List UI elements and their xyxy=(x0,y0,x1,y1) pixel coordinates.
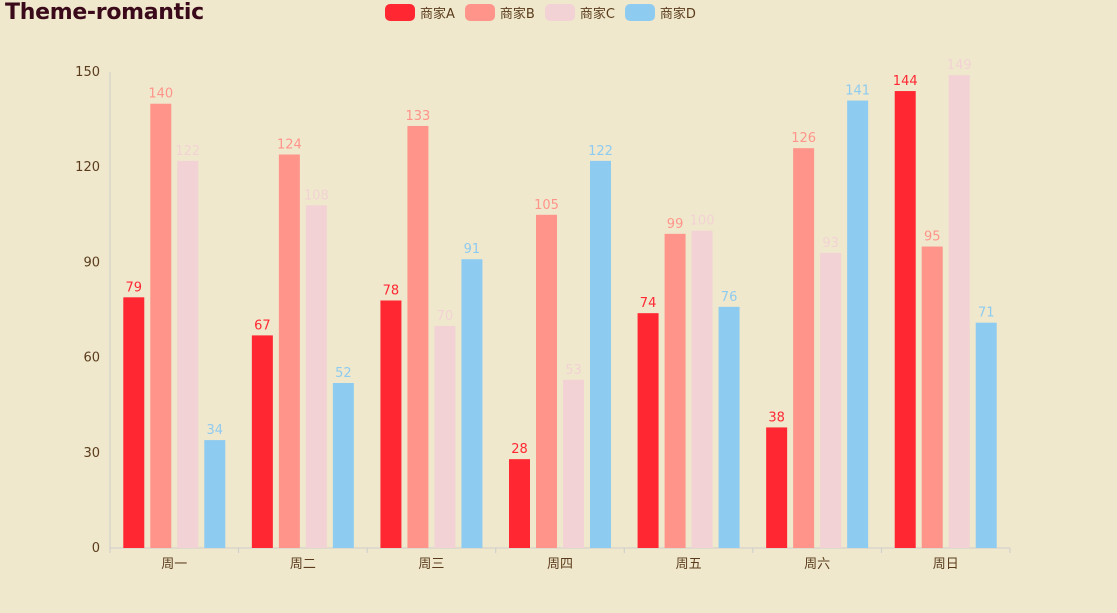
bar xyxy=(177,160,199,548)
x-tick-label: 周六 xyxy=(804,557,830,572)
data-label: 71 xyxy=(978,306,995,321)
bar xyxy=(407,125,429,549)
data-label: 122 xyxy=(175,144,200,159)
bar xyxy=(509,459,530,548)
data-label: 28 xyxy=(511,442,528,457)
bar xyxy=(793,148,815,548)
legend-swatch-series-b xyxy=(464,4,495,21)
data-label: 52 xyxy=(335,366,352,381)
bar xyxy=(766,427,788,548)
legend-swatch-series-c xyxy=(544,4,575,21)
legend-item-series-c[interactable]: 商家C xyxy=(544,3,615,22)
bar xyxy=(691,230,713,548)
data-label: 79 xyxy=(126,280,143,295)
data-label: 53 xyxy=(565,363,582,378)
data-label: 93 xyxy=(822,236,839,251)
data-label: 70 xyxy=(437,309,454,324)
bar xyxy=(921,246,943,549)
x-tick-label: 周五 xyxy=(676,557,702,572)
bar xyxy=(123,297,145,548)
y-tick-label: 0 xyxy=(92,541,100,556)
bar xyxy=(150,103,172,548)
y-tick-label: 60 xyxy=(83,351,100,366)
legend-item-series-d[interactable]: 商家D xyxy=(624,3,696,22)
chart-title: Theme-romantic xyxy=(5,0,204,25)
data-label: 144 xyxy=(893,74,918,89)
bar xyxy=(251,335,273,548)
data-label: 122 xyxy=(588,144,613,159)
data-label: 149 xyxy=(947,58,972,73)
x-tick-label: 周日 xyxy=(933,557,959,572)
data-label: 99 xyxy=(667,217,684,232)
bar xyxy=(536,214,557,549)
data-label: 38 xyxy=(768,410,785,425)
legend-item-series-b[interactable]: 商家B xyxy=(464,3,535,22)
bar xyxy=(380,300,402,548)
data-label: 34 xyxy=(207,423,224,438)
legend-label-series-b: 商家B xyxy=(499,7,535,22)
data-label: 76 xyxy=(721,290,738,305)
data-label: 91 xyxy=(464,242,481,257)
y-tick-label: 120 xyxy=(75,160,100,175)
data-label: 133 xyxy=(406,109,431,124)
bar xyxy=(718,306,740,548)
bar xyxy=(847,100,869,548)
bar xyxy=(590,160,611,548)
data-label: 126 xyxy=(791,131,816,146)
x-tick-label: 周二 xyxy=(290,557,316,572)
bar xyxy=(975,322,997,548)
data-label: 108 xyxy=(304,188,329,203)
bar xyxy=(434,325,456,548)
bar xyxy=(204,440,226,548)
bar xyxy=(305,205,327,548)
bar xyxy=(894,91,916,548)
data-label: 78 xyxy=(383,283,400,298)
bar xyxy=(332,382,354,548)
data-label: 105 xyxy=(534,198,559,213)
legend-item-series-a[interactable]: 商家A xyxy=(385,3,455,22)
legend-label-series-d: 商家D xyxy=(659,7,696,22)
bar xyxy=(461,259,483,548)
legend-swatch-series-d xyxy=(624,4,655,21)
data-label: 67 xyxy=(254,318,271,333)
bar xyxy=(820,252,842,548)
y-tick-label: 30 xyxy=(83,446,100,461)
y-tick-label: 150 xyxy=(75,65,100,80)
data-label: 100 xyxy=(690,214,715,229)
data-label: 124 xyxy=(277,138,302,153)
bar xyxy=(948,75,970,548)
legend-label-series-a: 商家A xyxy=(420,7,455,22)
x-tick-label: 周三 xyxy=(418,557,444,572)
x-tick-label: 周一 xyxy=(161,557,187,572)
bar xyxy=(637,313,659,548)
data-label: 74 xyxy=(640,296,657,311)
bar xyxy=(563,379,584,548)
legend: 商家A 商家B 商家C 商家D xyxy=(385,3,696,22)
legend-swatch-series-a xyxy=(385,4,415,21)
y-tick-label: 90 xyxy=(83,255,100,270)
bar xyxy=(664,233,686,548)
x-tick-label: 周四 xyxy=(547,557,573,572)
data-label: 141 xyxy=(845,84,870,99)
data-label: 140 xyxy=(148,87,173,102)
bar xyxy=(278,154,300,549)
data-label: 95 xyxy=(924,230,941,245)
legend-label-series-c: 商家C xyxy=(579,7,615,22)
